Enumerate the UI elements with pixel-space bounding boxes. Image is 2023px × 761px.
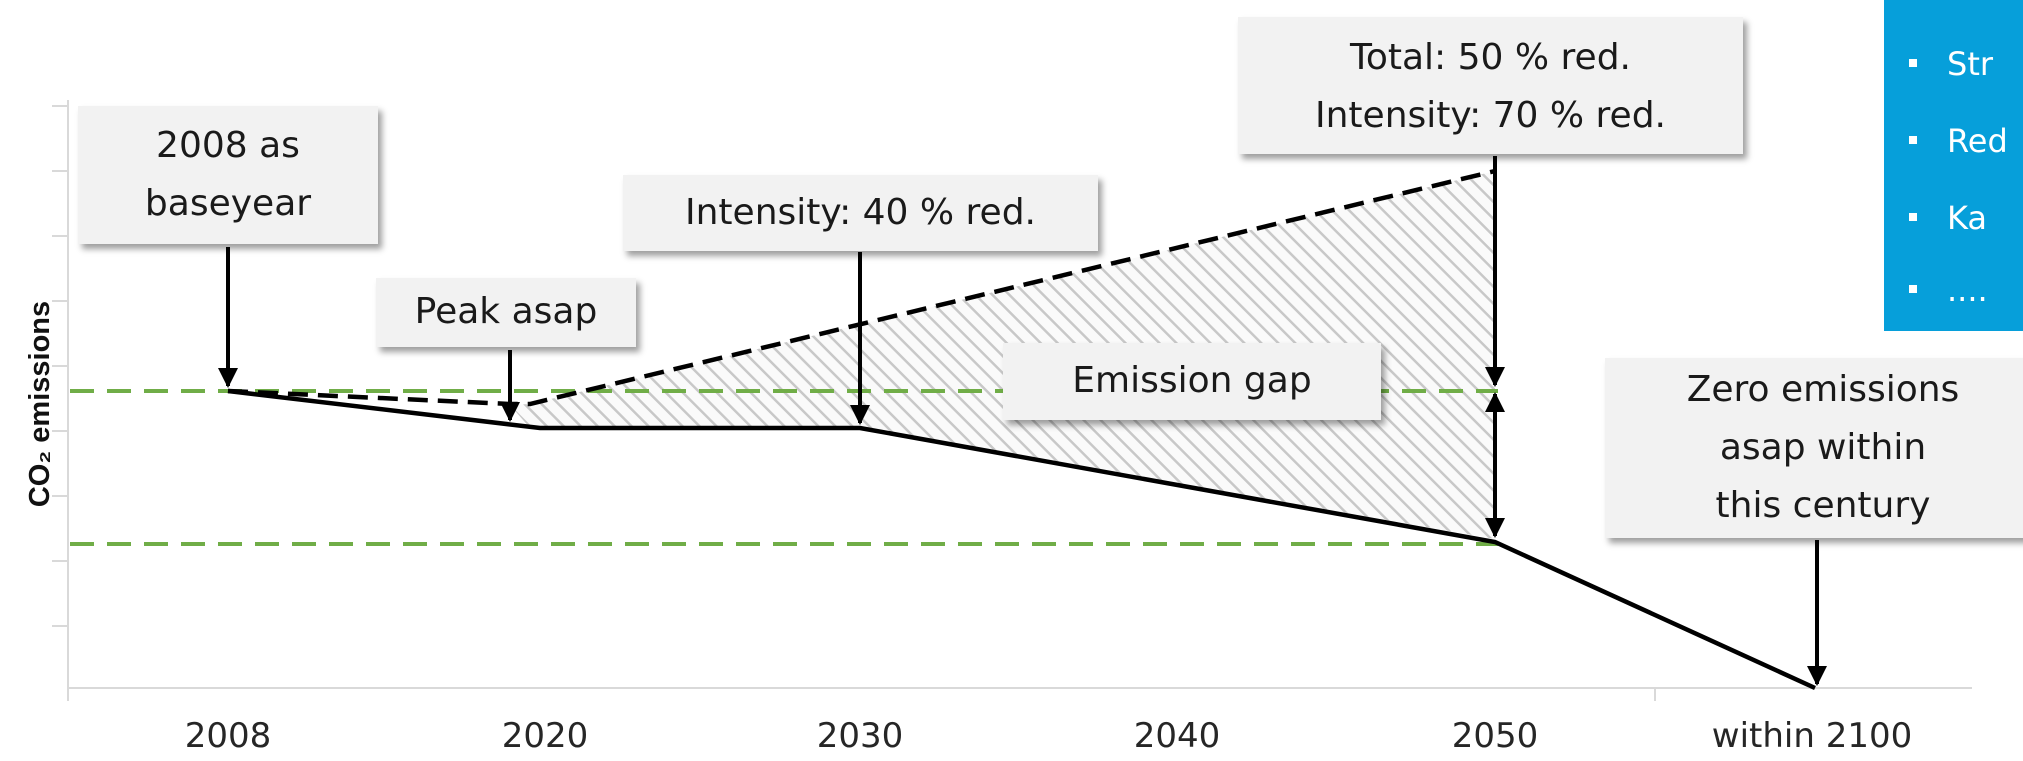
callout-emission-gap: Emission gap	[1003, 343, 1381, 420]
x-tick-2040: 2040	[1133, 716, 1221, 756]
callout-intensity40: Intensity: 40 % red.	[623, 175, 1098, 251]
bullet-icon	[1909, 59, 1917, 67]
x-tick-2030: 2030	[816, 716, 904, 756]
callout-peak-line-1: Peak asap	[414, 291, 598, 332]
callout-intensity40-line-1: Intensity: 40 % red.	[685, 192, 1036, 233]
y-axis-label: CO₂ emissions	[24, 300, 56, 508]
callout-total50: Total: 50 % red. Intensity: 70 % red.	[1238, 17, 1743, 154]
callout-zero-line-1: Zero emissions	[1686, 369, 1960, 410]
callout-baseyear-line-2: baseyear	[144, 183, 312, 224]
x-axis-ticks	[67, 688, 1656, 701]
callout-baseyear-line-1: 2008 as	[156, 125, 300, 166]
side-panel-item-3: Ka	[1884, 198, 2023, 238]
side-panel-item-1: Str	[1884, 44, 2023, 84]
x-tick-2050: 2050	[1451, 716, 1539, 756]
bullet-icon	[1909, 285, 1917, 293]
callout-baseyear: 2008 as baseyear	[78, 106, 378, 244]
x-tick-2020: 2020	[501, 716, 589, 756]
side-panel-item-4-text: ....	[1947, 271, 1988, 309]
bullet-icon	[1909, 213, 1917, 221]
x-tick-within-2100: within 2100	[1711, 716, 1913, 756]
x-tick-2008: 2008	[184, 716, 272, 756]
side-panel-item-3-text: Ka	[1947, 199, 1988, 237]
callout-zero-line-3: this century	[1715, 485, 1931, 526]
side-panel-item-4: ....	[1884, 270, 2023, 310]
y-axis-ticks	[52, 105, 68, 627]
emission-gap-region	[510, 171, 1495, 539]
bullet-icon	[1909, 136, 1917, 144]
side-panel-item-2-text: Red	[1947, 122, 2008, 160]
callout-zero-line-2: asap within	[1719, 427, 1927, 468]
side-panel: Str Red Ka ....	[1884, 0, 2023, 331]
side-panel-item-1-text: Str	[1947, 45, 1994, 83]
side-panel-item-2: Red	[1884, 121, 2023, 161]
callout-emission-gap-line-1: Emission gap	[1072, 360, 1312, 401]
solid-series-line	[227, 388, 1816, 691]
callout-peak: Peak asap	[376, 278, 636, 347]
callout-zero-emissions: Zero emissions asap within this century	[1605, 358, 2023, 538]
callout-total50-line-1: Total: 50 % red.	[1349, 37, 1631, 78]
dashed-series-line	[227, 168, 1496, 407]
callout-total50-line-2: Intensity: 70 % red.	[1315, 95, 1666, 136]
